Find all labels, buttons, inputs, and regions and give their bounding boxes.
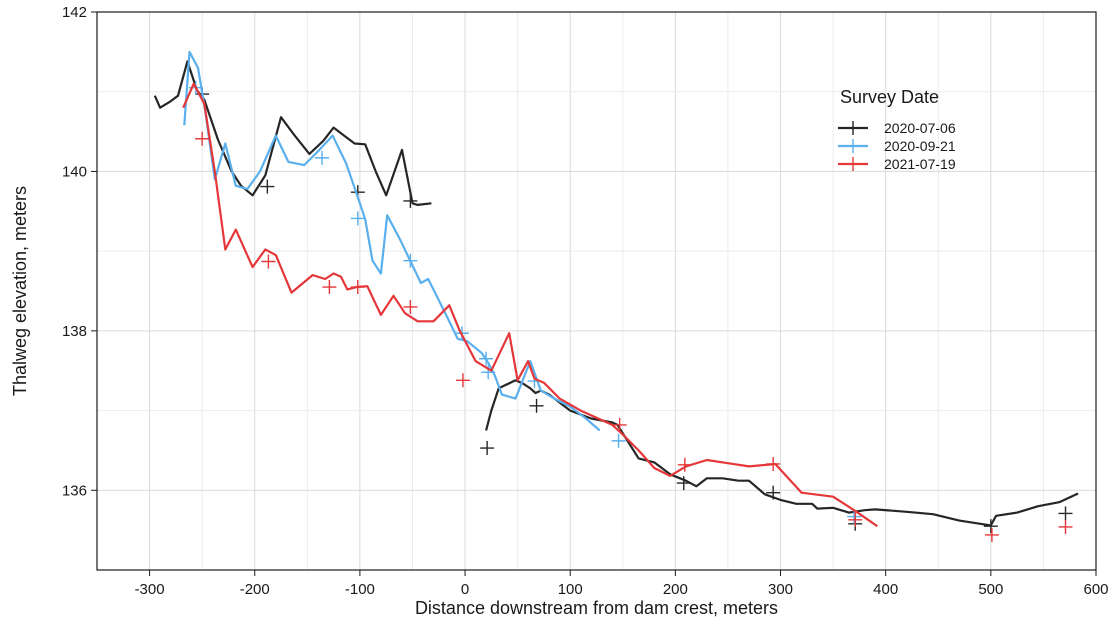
- x-tick-label: 100: [558, 581, 583, 598]
- series-marker: [479, 351, 494, 366]
- series-marker: [322, 280, 337, 295]
- series-marker: [403, 253, 418, 268]
- x-tick-label: 400: [873, 581, 898, 598]
- legend-swatch-marker: [846, 121, 860, 135]
- series-marker: [195, 131, 210, 146]
- x-tick-label: -300: [135, 581, 165, 598]
- y-axis-title: Thalweg elevation, meters: [10, 186, 30, 396]
- x-tick-label: 500: [978, 581, 1003, 598]
- series-marker: [984, 527, 999, 542]
- series-line: [485, 379, 1079, 527]
- series-marker: [403, 299, 418, 314]
- series-layer: [153, 50, 1079, 542]
- x-tick-label: -200: [240, 581, 270, 598]
- legend-label: 2021-07-19: [884, 156, 956, 172]
- legend-label: 2020-07-06: [884, 120, 956, 136]
- legend-title: Survey Date: [840, 87, 939, 107]
- legend-item: 2021-07-19: [838, 156, 956, 172]
- series-line: [183, 50, 601, 432]
- series-2021-07-19: [182, 82, 1073, 542]
- x-tick-label: 0: [461, 581, 469, 598]
- series-marker: [529, 398, 544, 413]
- series-marker: [848, 512, 863, 527]
- x-axis-title: Distance downstream from dam crest, mete…: [415, 598, 778, 618]
- x-tick-label: -100: [345, 581, 375, 598]
- x-tick-label: 600: [1083, 581, 1108, 598]
- series-marker: [403, 193, 418, 208]
- series-marker: [611, 433, 626, 448]
- series-marker: [350, 280, 365, 295]
- series-marker: [315, 150, 330, 165]
- grid: [96, 11, 1097, 571]
- series-marker: [766, 456, 781, 471]
- y-tick-label: 140: [62, 163, 87, 180]
- legend-item: 2020-09-21: [838, 138, 956, 154]
- x-tick-label: 300: [768, 581, 793, 598]
- series-marker: [455, 373, 470, 388]
- series-marker: [480, 441, 495, 456]
- series-marker: [260, 179, 275, 194]
- legend-item: 2020-07-06: [838, 120, 956, 136]
- axis-ticks: -300 -200 -100 0 100 200 300 400 500 600 136 138 140…: [62, 4, 1109, 598]
- legend: Survey Date 2020-07-06 2020-09-21 2021-07-…: [838, 87, 956, 172]
- series-marker: [1058, 519, 1073, 534]
- y-tick-label: 142: [62, 4, 87, 21]
- series-marker: [766, 485, 781, 500]
- plot-frame: [96, 11, 1097, 571]
- x-tick-label: 200: [663, 581, 688, 598]
- legend-swatch-marker: [846, 139, 860, 153]
- series-marker: [847, 509, 862, 524]
- y-tick-label: 138: [62, 323, 87, 340]
- series-marker: [1058, 506, 1073, 521]
- legend-swatch-marker: [846, 157, 860, 171]
- series-marker: [677, 457, 692, 472]
- series-2020-09-21: [183, 50, 862, 524]
- series-marker: [612, 417, 627, 432]
- series-marker: [676, 476, 691, 491]
- y-tick-label: 136: [62, 482, 87, 499]
- series-marker: [261, 254, 276, 269]
- series-marker: [350, 211, 365, 226]
- legend-label: 2020-09-21: [884, 138, 956, 154]
- series-marker: [983, 519, 998, 534]
